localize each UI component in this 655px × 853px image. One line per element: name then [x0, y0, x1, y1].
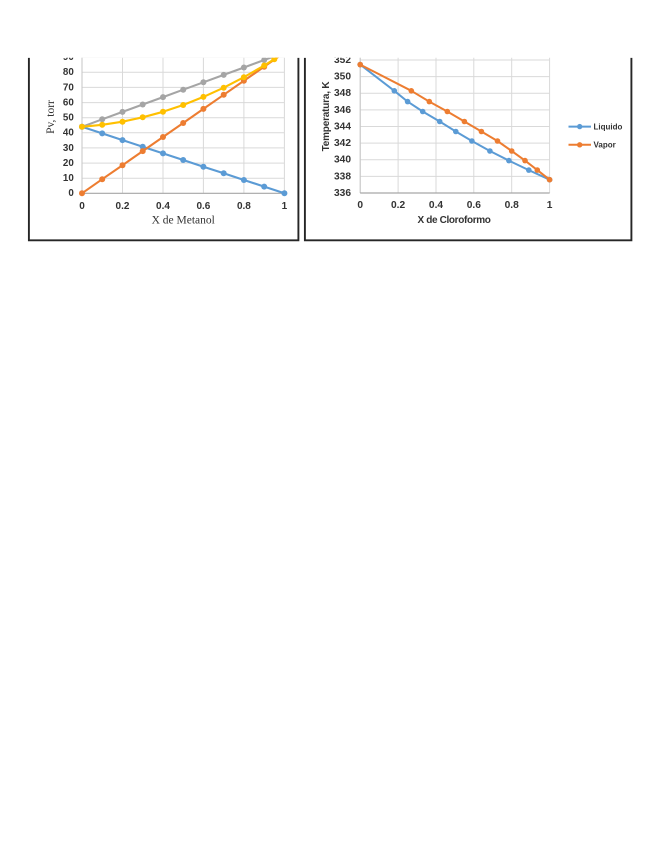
svg-text:10: 10 [63, 173, 74, 184]
svg-text:Temperatura, K: Temperatura, K [321, 81, 332, 152]
svg-text:30: 30 [63, 143, 74, 154]
svg-text:0: 0 [357, 200, 363, 211]
svg-text:340: 340 [334, 155, 351, 166]
svg-text:342: 342 [334, 138, 351, 149]
svg-text:1: 1 [547, 200, 553, 211]
svg-text:X de Cloroformo: X de Cloroformo [417, 215, 490, 226]
svg-text:0.6: 0.6 [196, 201, 210, 212]
svg-text:338: 338 [334, 171, 351, 182]
svg-text:0.8: 0.8 [237, 201, 251, 212]
svg-text:352: 352 [334, 55, 351, 66]
svg-text:80: 80 [63, 67, 74, 78]
svg-text:0.2: 0.2 [116, 201, 130, 212]
svg-text:Liquido: Liquido [594, 122, 623, 131]
svg-text:Pv, torr: Pv, torr [45, 100, 57, 134]
svg-text:0: 0 [68, 188, 74, 199]
svg-text:346: 346 [334, 105, 351, 116]
svg-text:0: 0 [79, 201, 85, 212]
svg-text:40: 40 [63, 128, 74, 139]
svg-text:Vapor: Vapor [594, 141, 616, 150]
svg-text:90: 90 [63, 52, 74, 63]
svg-text:60: 60 [63, 98, 74, 109]
svg-text:0.2: 0.2 [391, 200, 405, 211]
svg-text:0.4: 0.4 [429, 200, 443, 211]
svg-text:348: 348 [334, 88, 351, 99]
svg-text:350: 350 [334, 72, 351, 83]
svg-text:0.4: 0.4 [156, 201, 170, 212]
svg-text:344: 344 [334, 121, 351, 132]
svg-text:0.6: 0.6 [467, 200, 481, 211]
svg-text:336: 336 [334, 188, 351, 199]
svg-text:1: 1 [282, 201, 288, 212]
svg-text:50: 50 [63, 113, 74, 124]
svg-text:X de Metanol: X de Metanol [152, 215, 215, 227]
svg-text:0.8: 0.8 [505, 200, 519, 211]
svg-text:70: 70 [63, 82, 74, 93]
svg-text:20: 20 [63, 158, 74, 169]
